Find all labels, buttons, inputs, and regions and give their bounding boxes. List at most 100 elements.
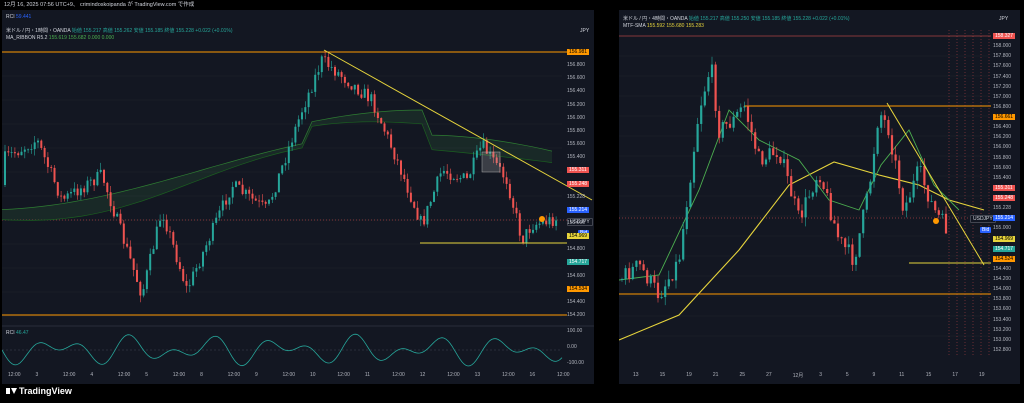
candle-body <box>449 173 452 180</box>
candle-body <box>291 142 294 147</box>
candle-body <box>674 261 678 281</box>
rci-tick-label: 100.00 <box>567 328 583 334</box>
candle-body <box>396 159 399 161</box>
candle-body <box>833 220 836 224</box>
candle-body <box>505 177 508 184</box>
price-tick-label: 154.000 <box>993 286 1012 293</box>
candle-body <box>264 201 267 204</box>
candle-body <box>235 181 237 187</box>
candle-body <box>815 180 818 193</box>
candle-body <box>357 84 360 95</box>
candle-body <box>750 121 753 133</box>
candle-body <box>459 177 462 180</box>
candle-body <box>768 148 771 160</box>
candle-body <box>70 192 72 194</box>
candle-body <box>482 140 485 148</box>
candle-body <box>703 91 706 106</box>
time-tick-label: 16 <box>529 372 536 378</box>
candle-body <box>779 156 782 164</box>
candle-body <box>86 180 89 193</box>
candle-body <box>294 126 297 143</box>
candle-body <box>37 140 39 143</box>
candle-body <box>324 56 327 58</box>
candle-body <box>419 215 422 220</box>
rci-line <box>2 333 563 367</box>
time-tick-label: 12:00 <box>227 372 241 378</box>
time-tick-label: 11 <box>364 372 371 378</box>
candle-body <box>287 146 290 164</box>
rci-indicator-label[interactable]: RCI 59.441 <box>6 14 32 20</box>
candle-body <box>320 56 323 73</box>
candle-body <box>116 213 119 217</box>
time-tick-label: 10 <box>309 372 316 378</box>
candle-body <box>905 202 908 211</box>
candle-body <box>258 200 261 202</box>
candlestick-chart-1h[interactable] <box>2 10 594 384</box>
candle-body <box>804 197 807 218</box>
candle-body <box>937 210 940 215</box>
candle-body <box>475 150 478 158</box>
candle-body <box>30 149 33 150</box>
tradingview-logo[interactable]: TradingView <box>6 386 72 396</box>
time-tick-label: 4 <box>90 372 94 378</box>
time-tick-label: 11 <box>899 372 905 378</box>
candle-body <box>73 188 76 193</box>
candle-body <box>721 122 724 138</box>
candle-body <box>714 64 717 111</box>
candle-body <box>10 152 13 153</box>
time-tick-label: 12:00 <box>447 372 460 378</box>
candle-body <box>436 176 439 192</box>
price-tick-label: 154.534 <box>567 285 590 292</box>
price-tick-label: 155.000 <box>567 219 586 226</box>
candle-body <box>916 166 919 181</box>
candle-body <box>908 197 912 203</box>
candle-body <box>555 220 558 226</box>
candle-body <box>350 86 353 90</box>
ma-ribbon-legend[interactable]: MA_RIBBON R5.2 155.619 155.682 0.000 0.0… <box>6 35 115 41</box>
candle-body <box>132 258 135 270</box>
candle-body <box>76 188 79 196</box>
candle-body <box>139 281 142 296</box>
candle-body <box>525 229 528 243</box>
candle-body <box>43 147 46 158</box>
candle-body <box>40 140 43 148</box>
candle-body <box>60 195 63 197</box>
price-tick-label: 156.000 <box>993 144 1012 151</box>
candle-body <box>93 179 96 186</box>
candle-body <box>83 188 86 193</box>
price-tick-label: 154.200 <box>567 312 586 318</box>
candle-body <box>462 173 465 178</box>
candle-body <box>370 94 373 102</box>
price-tick-label: 156.400 <box>993 124 1012 131</box>
candle-body <box>912 180 915 198</box>
candle-body <box>225 200 228 205</box>
candle-body <box>211 222 214 241</box>
time-tick-label: 12:00 <box>392 372 405 378</box>
candle-body <box>844 238 847 248</box>
candlestick-chart-4h[interactable] <box>619 10 1020 384</box>
candle-body <box>406 178 409 193</box>
price-tick-label: 157.200 <box>993 83 1012 90</box>
candle-body <box>433 191 435 202</box>
candle-body <box>772 148 775 156</box>
candle-body <box>367 88 369 102</box>
mtf-sma-legend[interactable]: MTF-SMA 155.592 155.680 155.283 <box>623 23 704 29</box>
candle-body <box>343 76 346 83</box>
ma-ribbon-line-1 <box>2 109 553 210</box>
candle-body <box>685 207 688 230</box>
price-tick-label: 154.800 <box>567 246 586 253</box>
candle-body <box>757 148 760 152</box>
time-tick-label: 8 <box>200 372 203 378</box>
chart-pane-4h[interactable]: 米ドル / 円・4時間・OANDA 始値 155.217 高値 155.250 … <box>619 10 1020 384</box>
time-tick-label: 15 <box>925 372 932 378</box>
candle-body <box>175 244 178 263</box>
price-tick-label: 156.981 <box>567 49 590 55</box>
price-tick-label: 156.400 <box>567 88 586 95</box>
time-tick-label: 12:00 <box>282 372 296 378</box>
candle-body <box>664 286 667 298</box>
price-tick-label: 154.600 <box>567 272 586 279</box>
candle-body <box>112 206 115 217</box>
candle-body <box>195 268 198 272</box>
candle-body <box>545 220 548 225</box>
chart-pane-1h[interactable]: RCI 59.441 米ドル / 円・1時間・OANDA 始値 155.217 … <box>2 10 595 384</box>
